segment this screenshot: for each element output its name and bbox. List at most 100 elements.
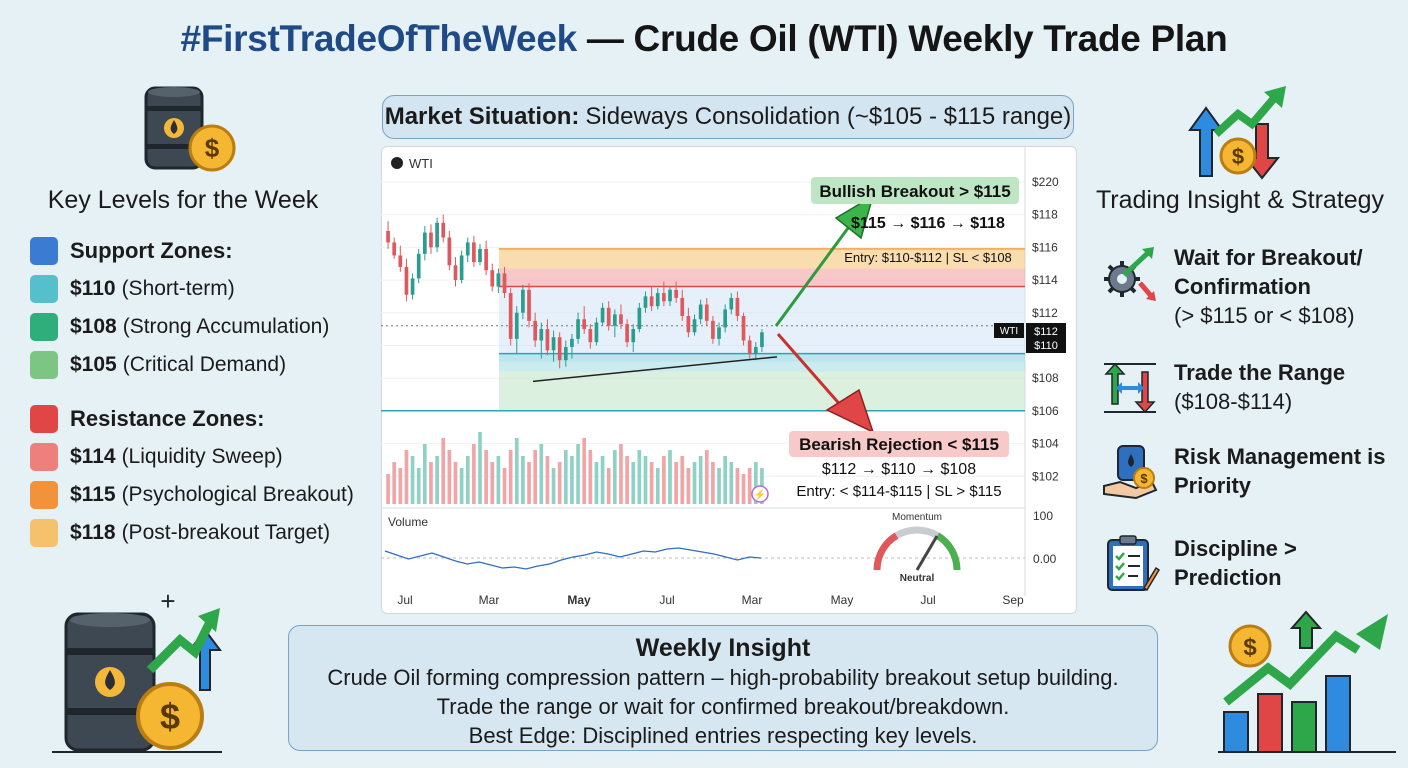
candle-body <box>741 315 746 341</box>
strategy-item: Wait for Breakout/ Confirmation (> $115 … <box>1100 243 1400 330</box>
candle-body <box>392 242 397 256</box>
strategy-title: Trade the Range <box>1174 360 1346 385</box>
candle-body <box>753 347 758 354</box>
candle-body <box>570 338 574 348</box>
up-down-arrows-coin-icon: $ <box>1188 86 1286 180</box>
candle-body <box>441 222 446 238</box>
candle-body <box>588 329 593 343</box>
strategy-title: Discipline > Prediction <box>1174 536 1297 590</box>
zone-band <box>499 248 1025 269</box>
level-note: (Psychological Breakout) <box>121 483 354 506</box>
candle-body <box>551 337 556 351</box>
y-tick-label: $104 <box>1032 437 1059 451</box>
gauge-arc <box>894 526 940 539</box>
candle-body <box>521 289 525 313</box>
candle-body <box>594 322 599 343</box>
candle-body <box>698 304 703 320</box>
volume-bar <box>680 456 685 504</box>
support-header-row: Support Zones: <box>30 232 400 270</box>
volume-bar <box>527 462 531 504</box>
zone-band <box>499 353 1025 372</box>
support-header: Support Zones: <box>70 238 233 263</box>
candle-body <box>686 315 691 333</box>
y-tick-label: $114 <box>1032 273 1058 287</box>
market-situation-label: Market Situation: <box>384 103 580 130</box>
legend-row: $108 (Strong Accumulation) <box>30 308 400 346</box>
candle-body <box>435 222 439 248</box>
level-note: (Strong Accumulation) <box>122 315 330 338</box>
bearish-arrowhead <box>825 388 875 434</box>
x-tick-label: Jul <box>397 593 412 607</box>
level-value: $110 <box>70 277 116 300</box>
volume-bar <box>717 468 721 504</box>
volume-bar <box>514 438 519 504</box>
svg-text:$: $ <box>205 133 220 163</box>
volume-bar <box>392 462 397 504</box>
bullish-entry: Entry: $110-$112 | SL < $108 <box>844 250 1012 265</box>
bullish-arrowhead <box>834 194 875 240</box>
candle-body <box>711 320 715 339</box>
candle-body <box>502 273 507 294</box>
gauge-arc <box>935 532 961 571</box>
oil-barrel-coin-icon: $ <box>144 86 236 172</box>
range-arrows-icon <box>1104 362 1156 414</box>
title-text: — Crude Oil (WTI) Weekly Trade Plan <box>586 18 1228 59</box>
svg-text:+: + <box>160 590 175 616</box>
candle-body <box>429 232 433 248</box>
level-swatch <box>30 519 58 547</box>
candle-body <box>404 266 409 295</box>
volume-bar <box>386 474 390 504</box>
candle-body <box>496 273 501 287</box>
zone-band <box>499 371 1025 411</box>
trend-line <box>532 356 778 383</box>
title-hashtag: #FirstTradeOfTheWeek <box>180 18 578 59</box>
zone-band <box>499 268 1025 287</box>
growth-bars-icon: $ <box>1218 610 1396 753</box>
volume-bar <box>686 468 691 504</box>
volume-pane-label: Volume <box>388 515 428 529</box>
volume-bar <box>539 444 544 504</box>
y-tick-label: $108 <box>1032 371 1059 385</box>
legend-row: $105 (Critical Demand) <box>30 346 400 384</box>
candle-body <box>649 296 654 307</box>
lightning-icon-glyph: ⚡ <box>754 488 766 501</box>
volume-bar <box>631 462 636 504</box>
momentum-line <box>384 547 762 570</box>
gauge-state: Neutral <box>900 573 935 584</box>
volume-bar <box>441 438 446 504</box>
gauge-title: Momentum <box>892 512 942 523</box>
gauge-arc <box>873 532 899 571</box>
volume-bar <box>429 462 433 504</box>
volume-bar <box>753 462 758 504</box>
candle-body <box>484 248 488 271</box>
svg-text:$: $ <box>1232 144 1244 169</box>
strategy-heading: Trading Insight & Strategy <box>1095 186 1385 214</box>
candle-body <box>625 324 629 343</box>
volume-bar <box>674 462 678 504</box>
candle-body <box>527 289 531 321</box>
bearish-path: $112 → $110 → $108 <box>822 461 976 478</box>
y-tick-label: $112 <box>1032 306 1058 320</box>
lightning-icon <box>751 485 769 503</box>
resistance-zones-legend: Resistance Zones: $114 (Liquidity Sweep)… <box>30 400 400 552</box>
level-swatch <box>30 313 58 341</box>
strategy-sub: ($108-$114) <box>1174 389 1293 414</box>
oil-barrel-growth-icon: + $ <box>52 590 222 753</box>
candle-body <box>557 337 562 361</box>
level-swatch <box>30 443 58 471</box>
candle-body <box>472 242 476 263</box>
volume-bar <box>490 462 495 504</box>
candle-body <box>514 312 519 339</box>
price-tag-value: $110 <box>1034 340 1058 352</box>
candle-body <box>619 314 623 325</box>
strategy-title: Risk Management is Priority <box>1174 444 1386 498</box>
level-note: (Critical Demand) <box>122 353 287 376</box>
x-tick-label: May <box>567 593 591 607</box>
volume-bar <box>735 468 740 504</box>
candle-body <box>613 314 617 326</box>
volume-bar <box>410 456 415 504</box>
y-tick-label: $220 <box>1032 175 1059 189</box>
candle-body <box>478 248 482 263</box>
bearish-label-box <box>789 431 1009 457</box>
svg-text:$: $ <box>160 696 180 737</box>
